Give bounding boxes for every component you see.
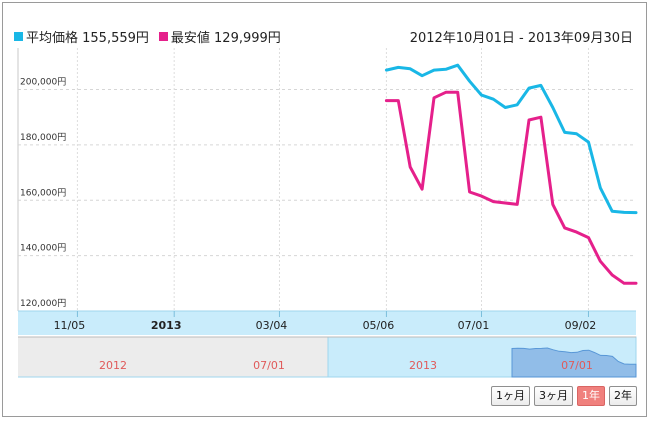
x-axis-band: [18, 311, 636, 335]
x-tick-label: 09/02: [565, 319, 597, 332]
y-tick-label: 160,000円: [20, 187, 66, 198]
navigator-label: 2013: [409, 359, 437, 372]
series-line-average: [384, 63, 638, 215]
range-button-0[interactable]: 1ヶ月: [491, 386, 530, 406]
legend-item-average[interactable]: 平均価格 155,559円: [14, 27, 149, 46]
range-button-3[interactable]: 2年: [609, 386, 637, 406]
navigator-mini-area: [511, 347, 637, 378]
legend-label-average: 平均価格 155,559円: [26, 31, 149, 46]
y-tick-label: 120,000円: [20, 298, 66, 309]
x-tick-label: 07/01: [458, 319, 490, 332]
range-buttons: 1ヶ月 3ヶ月 1年 2年: [491, 386, 637, 406]
legend-swatch-minimum: [158, 32, 168, 41]
range-button-1[interactable]: 3ヶ月: [534, 386, 573, 406]
x-tick-label: 03/04: [256, 319, 288, 332]
navigator-background: [18, 337, 328, 377]
x-tick-label: 2013: [151, 319, 182, 332]
legend-label-minimum: 最安値 129,999円: [170, 31, 281, 46]
y-tick-label: 180,000円: [20, 132, 66, 143]
x-tick-label: 05/06: [363, 319, 395, 332]
navigator-label: 07/01: [561, 359, 593, 372]
navigator-label: 07/01: [253, 359, 285, 372]
x-tick-label: 11/05: [54, 319, 86, 332]
range-button-2[interactable]: 1年: [577, 386, 605, 406]
series-line-minimum: [384, 90, 638, 285]
y-tick-label: 140,000円: [20, 243, 66, 254]
legend-item-minimum[interactable]: 最安値 129,999円: [158, 27, 281, 46]
legend: 平均価格 155,559円 最安値 129,999円: [14, 27, 291, 46]
navigator-label: 2012: [99, 359, 127, 372]
date-range-text: 2012年10月01日 - 2013年09月30日: [409, 31, 633, 46]
legend-swatch-average: [14, 32, 23, 41]
y-tick-label: 200,000円: [20, 77, 66, 88]
